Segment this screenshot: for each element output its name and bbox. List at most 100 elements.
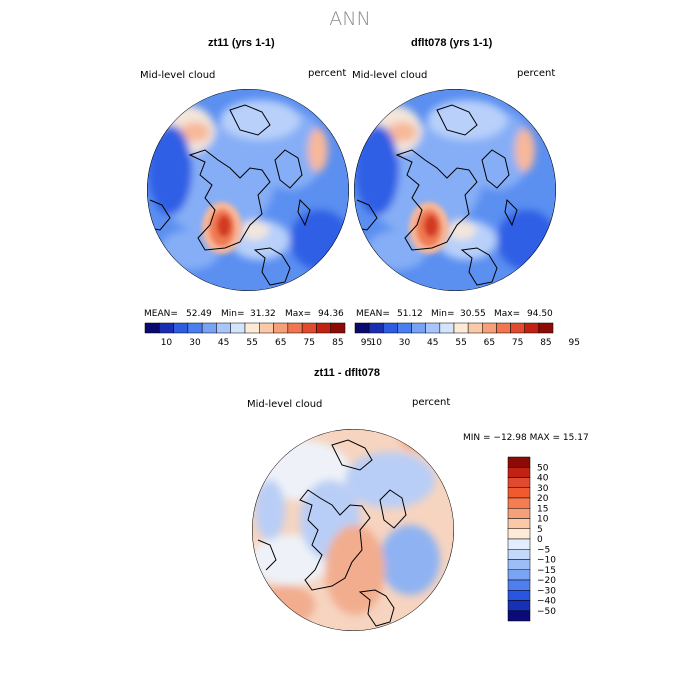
left-colorbar: 10 30 45 55 65 75 85 95 <box>144 322 372 348</box>
diff-colorbar-swatch <box>507 497 531 509</box>
left-min-label: Min= <box>221 309 245 319</box>
left-min-value: 31.32 <box>250 309 276 319</box>
diff-colorbar-swatch <box>507 508 531 519</box>
right-colorbar-swatch <box>510 322 525 334</box>
left-max-value: 94.36 <box>318 309 344 319</box>
left-mean-value: 52.49 <box>186 309 212 319</box>
diff-colorbar-swatch <box>507 528 531 540</box>
left-colorbar-swatch <box>173 322 189 334</box>
left-colorbar-tick-label: 95 <box>361 338 372 348</box>
right-colorbar-swatch <box>411 322 426 334</box>
left-colorbar-swatch <box>187 322 203 334</box>
left-colorbar-tick-label: 75 <box>304 338 315 348</box>
diff-colorbar-tick-label: −5 <box>537 545 550 555</box>
diff-panel-title: zt11 - dflt078 <box>314 367 381 379</box>
left-colorbar-swatch <box>159 322 174 334</box>
left-colorbar-swatch <box>330 322 346 334</box>
diff-colorbar-tick-label: −20 <box>537 576 556 586</box>
diff-colorbar-tick-label: −40 <box>537 597 556 607</box>
left-colorbar-swatch <box>244 322 260 334</box>
left-colorbar-tick-label: 45 <box>218 338 229 348</box>
right-max-value: 94.50 <box>527 309 553 319</box>
left-colorbar-swatch <box>273 322 289 334</box>
diff-colorbar-tick-label: −50 <box>537 607 556 617</box>
right-mean-value: 51.12 <box>397 309 423 319</box>
left-colorbar-tick-label: 85 <box>332 338 343 348</box>
right-colorbar-swatch <box>538 322 554 334</box>
diff-colorbar-tick-label: 15 <box>537 504 548 514</box>
left-polar-map <box>147 89 349 291</box>
right-mean-label: MEAN= <box>356 309 390 319</box>
figure-title: ANN <box>329 8 371 30</box>
right-colorbar-tick-label: 75 <box>512 338 523 348</box>
right-colorbar-swatch <box>383 322 398 334</box>
right-panel-variable: Mid-level cloud <box>352 70 428 81</box>
diff-colorbar-swatch <box>507 579 531 591</box>
left-colorbar-tick-label: 10 <box>161 338 173 348</box>
right-panel-title: dflt078 (yrs 1-1) <box>411 37 493 49</box>
diff-colorbar-tick-label: 0 <box>537 535 543 545</box>
right-colorbar-swatch <box>439 322 455 334</box>
left-colorbar-swatch <box>144 322 160 334</box>
right-colorbar-swatch <box>397 322 412 334</box>
diff-panel-variable: Mid-level cloud <box>247 399 323 410</box>
diff-minmax-readout: MIN = −12.98 MAX = 15.17 <box>463 433 589 443</box>
diff-colorbar-swatch <box>507 549 531 560</box>
right-colorbar-tick-label: 10 <box>370 338 382 348</box>
left-colorbar-swatch <box>259 322 274 334</box>
right-colorbar-tick-label: 95 <box>568 338 579 348</box>
left-colorbar-swatch <box>216 322 231 334</box>
right-colorbar-swatch <box>425 322 441 334</box>
left-panel-units: percent <box>308 68 347 79</box>
diff-polar-map <box>252 429 454 631</box>
right-colorbar-swatch <box>467 322 483 334</box>
diff-colorbar-tick-label: 30 <box>537 484 549 494</box>
diff-colorbar-swatch <box>507 467 531 478</box>
diff-colorbar-swatch <box>507 487 531 499</box>
left-colorbar-swatch <box>316 322 331 334</box>
diff-colorbar-swatch <box>507 569 531 581</box>
left-colorbar-swatch <box>301 322 317 334</box>
diff-colorbar-tick-label: −30 <box>537 586 556 596</box>
right-colorbar-tick-label: 30 <box>399 338 411 348</box>
left-colorbar-tick-label: 30 <box>189 338 201 348</box>
diff-colorbar-swatch <box>507 456 531 468</box>
diff-colorbar-swatch <box>507 600 531 611</box>
diff-colorbar-swatch <box>507 538 531 550</box>
right-min-value: 30.55 <box>460 309 486 319</box>
right-colorbar-tick-label: 45 <box>427 338 438 348</box>
right-colorbar-swatch <box>354 322 370 334</box>
left-colorbar-swatch <box>287 322 303 334</box>
diff-colorbar-swatch <box>507 559 531 570</box>
left-colorbar-swatch <box>230 322 246 334</box>
diff-colorbar-tick-label: 20 <box>537 494 549 504</box>
left-colorbar-tick-label: 65 <box>275 338 286 348</box>
left-panel-title: zt11 (yrs 1-1) <box>208 37 275 49</box>
left-colorbar-tick-label: 55 <box>246 338 257 348</box>
diff-colorbar-swatch <box>507 610 531 622</box>
right-max-label: Max= <box>494 309 521 319</box>
left-panel-variable: Mid-level cloud <box>140 70 216 81</box>
left-mean-label: MEAN= <box>144 309 178 319</box>
right-colorbar-swatch <box>368 322 384 334</box>
right-colorbar-swatch <box>524 322 540 334</box>
right-polar-map <box>354 89 556 291</box>
right-panel-units: percent <box>517 68 556 79</box>
diff-colorbar-swatch <box>507 590 531 601</box>
right-colorbar-tick-label: 65 <box>484 338 495 348</box>
diff-colorbar-swatch <box>507 518 531 529</box>
right-colorbar-swatch <box>482 322 497 334</box>
diff-colorbar-tick-label: 5 <box>537 525 543 535</box>
diff-colorbar-tick-label: 50 <box>537 463 549 473</box>
diff-colorbar-swatch <box>507 477 531 488</box>
right-colorbar-swatch <box>496 322 511 334</box>
diff-colorbar-tick-label: −15 <box>537 566 556 576</box>
right-colorbar-swatch <box>453 322 469 334</box>
diff-colorbar-tick-label: 40 <box>537 474 549 484</box>
right-min-label: Min= <box>431 309 455 319</box>
diff-colorbar-tick-label: 10 <box>537 515 549 525</box>
diff-colorbar-tick-label: −10 <box>537 556 556 566</box>
left-max-label: Max= <box>285 309 312 319</box>
